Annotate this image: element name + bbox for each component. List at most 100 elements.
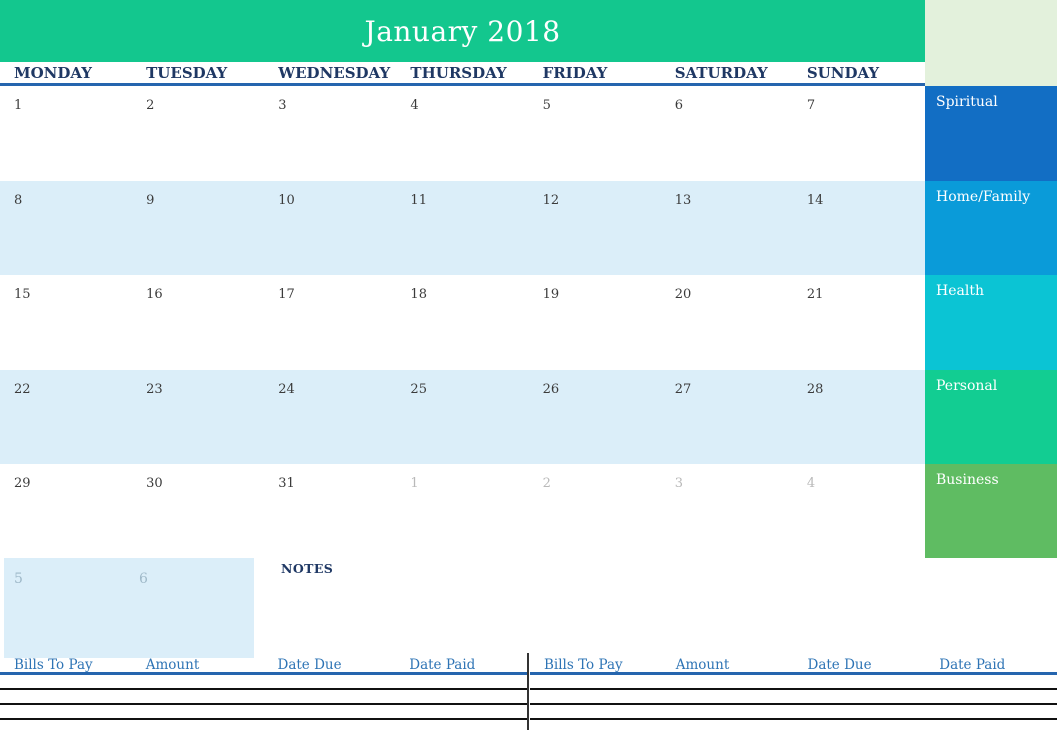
day-cell[interactable]: 8: [0, 181, 132, 275]
day-number: 3: [278, 98, 287, 113]
category-home-family: Home/Family: [925, 181, 1057, 275]
day-cell[interactable]: 14: [793, 181, 925, 275]
day-cell[interactable]: 4: [396, 86, 528, 181]
day-header-saturday: SATURDAY: [674, 63, 768, 82]
month-title: January 2018: [364, 14, 561, 48]
day-cell[interactable]: 16: [132, 275, 264, 370]
bill-row[interactable]: [530, 690, 1057, 705]
bills-header-date-paid: Date Paid: [939, 657, 1006, 673]
bill-row[interactable]: [530, 675, 1057, 690]
day-number-next-month: 6: [139, 571, 148, 587]
day-number: 30: [146, 476, 163, 491]
bill-row[interactable]: [0, 690, 527, 705]
week-row-3: 15 16 17 18 19 20 21: [0, 275, 925, 370]
day-cell[interactable]: 19: [529, 275, 661, 370]
bill-row[interactable]: [0, 675, 527, 690]
bill-row[interactable]: [0, 705, 527, 720]
day-cell[interactable]: 13: [661, 181, 793, 275]
day-number: 7: [806, 98, 816, 113]
day-number: 1: [14, 98, 23, 113]
day-number: 13: [674, 193, 692, 208]
bills-table-divider: [527, 653, 529, 730]
day-number: 8: [14, 193, 23, 208]
day-cell[interactable]: 23: [132, 370, 264, 464]
day-number: 15: [14, 287, 31, 302]
day-cell[interactable]: 5: [4, 558, 129, 658]
bills-header-bills-to-pay: Bills To Pay: [14, 657, 93, 673]
month-header: January 2018: [0, 0, 925, 62]
day-cell[interactable]: 31: [264, 464, 396, 558]
day-number: 10: [278, 193, 295, 208]
day-cell[interactable]: 7: [793, 86, 925, 181]
day-header-tuesday: TUESDAY: [146, 63, 228, 82]
week-row-5: 29 30 31 1 2 3 4: [0, 464, 925, 558]
day-number: 9: [146, 193, 155, 208]
day-header-sunday: SUNDAY: [806, 63, 880, 82]
day-number: 6: [674, 98, 683, 113]
day-number-next-month: 1: [410, 476, 419, 491]
day-number-next-month: 4: [806, 476, 816, 491]
day-cell[interactable]: 18: [396, 275, 528, 370]
bills-header-date-due: Date Due: [277, 657, 342, 673]
day-number: 5: [542, 98, 551, 113]
day-cell[interactable]: 6: [129, 558, 254, 658]
day-cell[interactable]: 2: [529, 464, 661, 558]
day-cell[interactable]: 27: [661, 370, 793, 464]
bills-header-amount: Amount: [675, 657, 730, 673]
day-cell[interactable]: 25: [396, 370, 528, 464]
bills-header-row: Bills To Pay Amount Date Due Date Paid: [530, 658, 1057, 675]
week-row-4: 22 23 24 25 26 27 28: [0, 370, 925, 464]
day-number: 12: [542, 193, 560, 208]
day-header-thursday: THURSDAY: [410, 63, 507, 82]
day-number: 20: [674, 287, 692, 302]
bill-row[interactable]: [530, 705, 1057, 720]
day-cell[interactable]: 26: [529, 370, 661, 464]
day-number: 11: [410, 193, 427, 208]
day-cell[interactable]: 29: [0, 464, 132, 558]
day-number: 23: [146, 382, 163, 397]
day-cell[interactable]: 6: [661, 86, 793, 181]
bills-table-left: Bills To Pay Amount Date Due Date Paid: [0, 658, 527, 730]
day-cell[interactable]: 2: [132, 86, 264, 181]
day-cell[interactable]: 20: [661, 275, 793, 370]
day-number: 26: [542, 382, 560, 397]
day-cell[interactable]: 12: [529, 181, 661, 275]
day-number: 4: [410, 98, 419, 113]
bills-header-date-due: Date Due: [807, 657, 872, 673]
day-number: 18: [410, 287, 427, 302]
day-cell[interactable]: 1: [0, 86, 132, 181]
day-cell[interactable]: 15: [0, 275, 132, 370]
day-cell[interactable]: 5: [529, 86, 661, 181]
day-cell[interactable]: 10: [264, 181, 396, 275]
day-number: 14: [806, 193, 824, 208]
bills-table-right: Bills To Pay Amount Date Due Date Paid: [530, 658, 1057, 730]
week-row-2: 8 9 10 11 12 13 14: [0, 181, 925, 275]
day-cell[interactable]: 17: [264, 275, 396, 370]
day-cell[interactable]: 21: [793, 275, 925, 370]
day-number: 25: [410, 382, 427, 397]
day-cell[interactable]: 30: [132, 464, 264, 558]
day-number: 2: [146, 98, 155, 113]
day-cell[interactable]: 3: [661, 464, 793, 558]
category-sidebar: Spiritual Home/Family Health Personal Bu…: [925, 86, 1057, 558]
bills-header-row: Bills To Pay Amount Date Due Date Paid: [0, 658, 527, 675]
day-cell[interactable]: 3: [264, 86, 396, 181]
day-number-next-month: 2: [542, 476, 551, 491]
day-header-friday: FRIDAY: [542, 63, 608, 82]
week-row-1: 1 2 3 4 5 6 7: [0, 86, 925, 181]
day-cell[interactable]: 11: [396, 181, 528, 275]
day-number: 17: [278, 287, 295, 302]
category-personal: Personal: [925, 370, 1057, 464]
day-cell[interactable]: 1: [396, 464, 528, 558]
day-cell[interactable]: 24: [264, 370, 396, 464]
day-cell[interactable]: 4: [793, 464, 925, 558]
day-cell[interactable]: 28: [793, 370, 925, 464]
day-cell[interactable]: 22: [0, 370, 132, 464]
category-health: Health: [925, 275, 1057, 370]
day-cell[interactable]: 9: [132, 181, 264, 275]
day-number: 22: [14, 382, 31, 397]
day-number-next-month: 5: [14, 571, 23, 587]
day-header-wednesday: WEDNESDAY: [278, 63, 391, 82]
day-number: 16: [146, 287, 163, 302]
